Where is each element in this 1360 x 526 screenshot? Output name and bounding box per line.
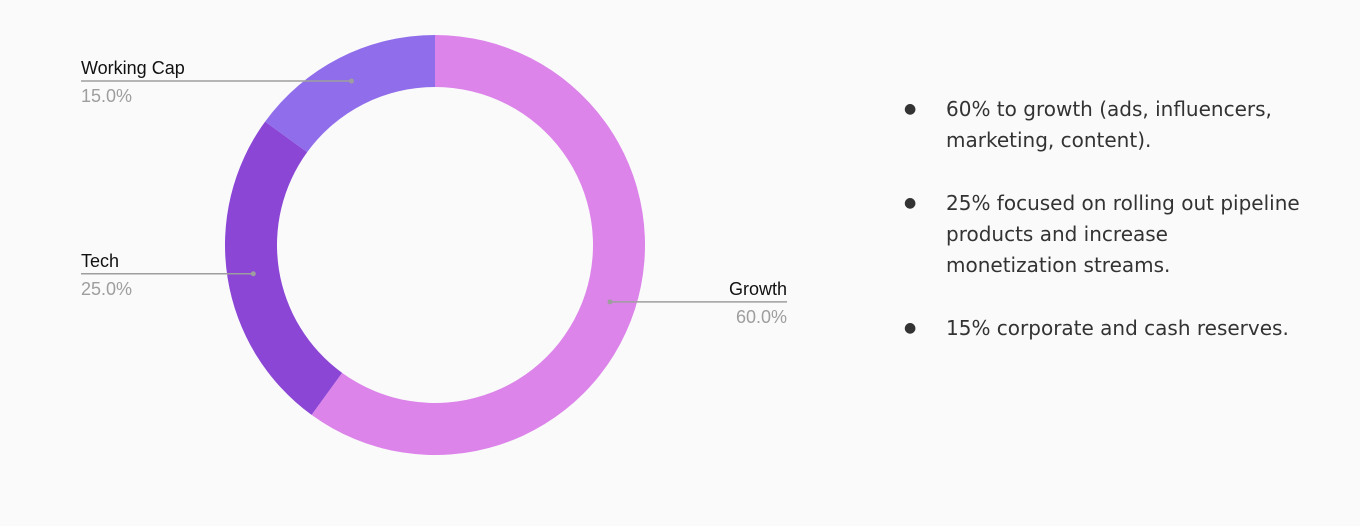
slice-label: Growth bbox=[729, 279, 787, 299]
leader-dot bbox=[607, 299, 613, 305]
slice-value-label: 15.0% bbox=[81, 86, 132, 106]
donut-slice bbox=[311, 35, 645, 455]
bullet-item: 60% to growth (ads, influencers, marketi… bbox=[900, 94, 1300, 156]
slice-value-label: 60.0% bbox=[736, 307, 787, 327]
donut-slice bbox=[225, 121, 343, 415]
bullet-item: 15% corporate and cash reserves. bbox=[900, 313, 1300, 344]
donut-slice bbox=[265, 35, 435, 153]
slice-label: Tech bbox=[81, 251, 119, 271]
bullet-item: 25% focused on rolling out pipeline prod… bbox=[900, 188, 1300, 281]
slice-value-label: 25.0% bbox=[81, 279, 132, 299]
leader-dot bbox=[250, 271, 256, 277]
slice-label: Working Cap bbox=[81, 58, 185, 78]
donut-chart: Growth 60.0% Tech 25.0% Working Cap 15.0% bbox=[81, 35, 787, 455]
bullet-list: 60% to growth (ads, influencers, marketi… bbox=[900, 94, 1300, 376]
leader-dot bbox=[348, 78, 354, 84]
